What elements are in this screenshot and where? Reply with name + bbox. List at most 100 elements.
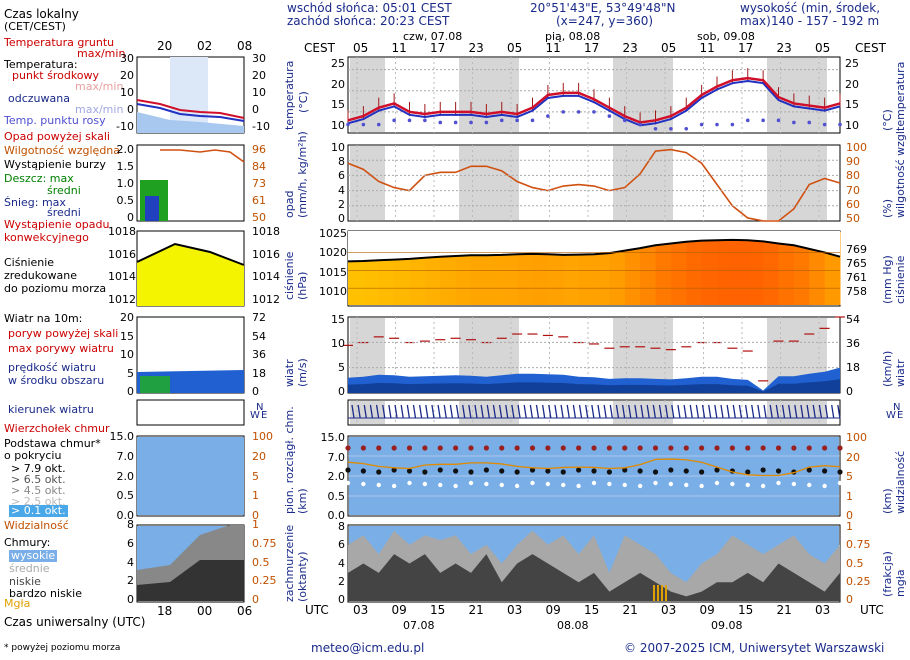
wind-arrow: [640, 404, 644, 419]
legend-low: niskie: [9, 575, 41, 588]
legend-precip-tick-left: 0: [127, 211, 134, 224]
legend-snow-mid: średni: [47, 206, 81, 219]
cloud-base-dot: [514, 469, 520, 475]
temp-axis-right: (°C): [881, 109, 894, 131]
top-hour-label: 23: [776, 41, 792, 55]
pressure-axis-left: (hPa): [296, 271, 309, 300]
legend-cl-tick-right: 0.5: [252, 555, 270, 569]
legend-clouds: Chmury:: [4, 536, 51, 549]
cloud-base-dot: [437, 467, 443, 473]
cloud-top-dot: [745, 445, 751, 451]
wind-arrow: [708, 404, 712, 419]
bottom-hour-label: 03: [507, 603, 523, 617]
wind-arrow: [431, 404, 435, 419]
dew-point: [392, 118, 396, 123]
wind-arrow: [781, 404, 786, 419]
cloud-base-dot: [468, 469, 474, 475]
dew-point: [653, 126, 658, 131]
cloud-base-low-dot: [561, 482, 566, 488]
pressure-cell: [778, 232, 795, 305]
wind-arrow: [351, 404, 355, 419]
cloud-base-low-dot: [622, 482, 627, 488]
cloud-top-dot: [483, 445, 489, 451]
wind-arrow: [720, 404, 724, 419]
wind-arrow: [560, 404, 564, 419]
legend-press-tick-left: 1014: [108, 270, 136, 284]
legend-wind-tick-right: 0: [252, 385, 259, 398]
legend-temp-tick-right: 20: [252, 69, 266, 82]
pressure-tick-left: 1015: [319, 265, 347, 279]
dew-point: [807, 120, 812, 125]
wind-arrow: [744, 404, 749, 419]
cloud-top-dot: [806, 445, 812, 451]
wind-arrow: [652, 404, 656, 419]
contact-email[interactable]: meteo@icm.edu.pl: [311, 641, 425, 655]
top-hour-label: 17: [738, 41, 754, 55]
wind-arrow: [554, 404, 558, 419]
cloud-base-low-dot: [576, 483, 581, 489]
top-hour-label: 11: [699, 41, 715, 55]
pressure-tick-left: 1020: [319, 246, 347, 260]
cb-tick-right: 5: [846, 470, 853, 483]
dew-point: [684, 126, 689, 131]
temp-line: [347, 76, 841, 124]
cloud-base-dot: [483, 467, 489, 473]
wind-arrow: [406, 404, 410, 419]
wind-tick-left: 10: [331, 337, 345, 350]
wind-axis-right: (km/h): [881, 350, 894, 387]
legend-temp-tick-left: 30: [120, 52, 134, 65]
cl-tick-left: 2: [338, 574, 345, 588]
legend-utc-label: Czas uniwersalny (UTC): [4, 615, 146, 629]
dew-point: [576, 110, 581, 114]
legend-press-tick-left: 1012: [108, 293, 136, 306]
compass-w: W: [250, 410, 260, 421]
cloud-base-dot: [560, 469, 566, 475]
night-band-precip: [613, 146, 673, 220]
cb-axis-left: (km): [296, 488, 309, 514]
pressure-tick-right: 761: [846, 271, 867, 284]
legend-temp-tick-left: 10: [120, 86, 134, 99]
pressure-cell: [655, 232, 672, 305]
night-band-temp: [459, 58, 519, 132]
cl-axis-right: mgła: [894, 569, 907, 597]
cloud-base-low-dot: [745, 482, 750, 488]
wind-arrow: [480, 404, 484, 419]
wind-arrow: [794, 404, 798, 419]
legend-temp-tick-left: 20: [120, 69, 134, 82]
felt-temp-line: [347, 80, 841, 127]
cloud-base-dot: [760, 467, 766, 473]
wind-arrow: [726, 404, 730, 419]
legend-storm: Wystąpienie burzy: [4, 158, 106, 171]
legend-precip-tick-right: 96: [252, 143, 266, 156]
wind-arrow: [683, 404, 687, 419]
wind-arrow: [597, 404, 601, 419]
pressure-cell: [670, 232, 687, 305]
dew-point: [838, 122, 842, 127]
compass-n: N: [256, 402, 264, 413]
wind-axis-left: (m/s): [296, 358, 309, 387]
cloud-base-dot: [745, 469, 751, 475]
pressure-cell: [793, 232, 810, 305]
pressure-tick-right: 765: [846, 257, 867, 270]
cb-tick-left: 15.0: [320, 431, 346, 444]
legend-temp-tick-right: 10: [252, 86, 266, 99]
tz-right: CEST: [855, 41, 886, 55]
temp-tick-left: 10: [331, 119, 345, 132]
top-hour-label: 05: [353, 41, 369, 55]
visibility-line: [347, 458, 841, 477]
wind-arrow: [658, 404, 663, 419]
precip-tick-right: 60: [846, 197, 860, 211]
wind-arrow: [382, 404, 386, 419]
cloud-base-low-dot: [376, 482, 381, 488]
legend-very-low: bardzo niskie: [9, 587, 82, 600]
cloud-top-dot: [822, 445, 828, 451]
dew-point: [484, 120, 489, 125]
cloud-top-dot: [837, 445, 843, 451]
legend-precip-tick-right: 73: [252, 177, 266, 190]
wind-arrow: [695, 404, 700, 419]
cl-tick-right: 0.5: [846, 556, 864, 570]
night-band-precip: [350, 146, 385, 220]
wind-arrow: [609, 404, 613, 419]
wind-arrow: [769, 404, 773, 419]
